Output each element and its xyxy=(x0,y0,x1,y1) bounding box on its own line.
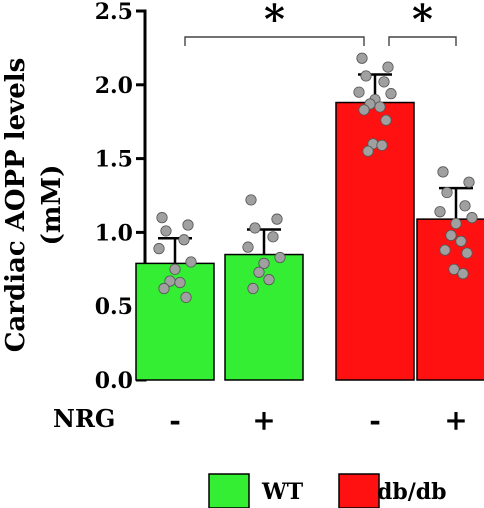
bar xyxy=(224,253,304,381)
y-tick-label: 1.0 xyxy=(95,220,133,246)
data-point xyxy=(180,291,192,303)
significance-bracket xyxy=(388,36,457,46)
data-point xyxy=(169,263,181,275)
data-point xyxy=(466,212,478,224)
y-tick-label: 2.0 xyxy=(95,73,133,99)
data-point xyxy=(441,186,453,199)
legend: WT db/db xyxy=(208,473,447,508)
data-point xyxy=(249,222,261,234)
data-point xyxy=(385,88,397,100)
data-point xyxy=(362,145,374,157)
legend-label: db/db xyxy=(377,479,447,505)
data-point xyxy=(360,70,372,82)
data-point xyxy=(457,268,469,280)
data-point xyxy=(358,104,370,116)
legend-label: WT xyxy=(261,479,304,505)
data-point xyxy=(434,206,446,218)
data-point xyxy=(437,166,449,178)
y-tick-label: 1.5 xyxy=(95,147,133,173)
y-axis-label: Cardiac AOPP levels (mM) xyxy=(1,58,67,353)
significance-star: * xyxy=(264,0,285,43)
data-point xyxy=(267,231,279,243)
data-point xyxy=(263,274,275,286)
treatment-sign: - xyxy=(369,404,381,437)
treatment-sign: + xyxy=(444,404,467,437)
data-point xyxy=(158,282,170,295)
data-point xyxy=(156,212,168,224)
data-point xyxy=(160,225,172,237)
treatment-row-label: NRG xyxy=(53,404,115,433)
y-axis-label-line2: (mM) xyxy=(37,165,67,246)
data-point xyxy=(382,61,394,73)
data-point xyxy=(245,194,257,206)
bar xyxy=(416,218,484,381)
data-point xyxy=(185,256,197,268)
y-tick-label: 0.0 xyxy=(95,368,133,394)
data-point xyxy=(463,176,475,188)
data-point xyxy=(353,86,365,98)
data-point xyxy=(182,219,194,231)
data-point xyxy=(258,257,270,269)
data-point xyxy=(247,282,259,295)
data-point xyxy=(253,266,265,278)
legend-swatch xyxy=(338,473,380,508)
data-point xyxy=(274,251,286,264)
data-point xyxy=(461,247,473,259)
significance-bracket xyxy=(184,36,365,46)
legend-swatch xyxy=(208,473,250,508)
data-point xyxy=(445,229,457,241)
data-point xyxy=(242,241,254,253)
significance-star: * xyxy=(412,0,433,43)
treatment-sign: - xyxy=(169,404,181,437)
data-point xyxy=(448,263,460,275)
data-point xyxy=(178,234,190,246)
data-point xyxy=(450,217,462,230)
data-point xyxy=(376,139,388,151)
y-tick-label: 0.5 xyxy=(95,294,133,320)
data-point xyxy=(271,213,283,225)
data-point xyxy=(174,276,186,289)
data-point xyxy=(378,76,390,88)
data-point xyxy=(356,52,368,64)
y-tick-label: 2.5 xyxy=(95,0,133,25)
significance-brackets: * * xyxy=(184,0,457,46)
data-point xyxy=(455,235,467,247)
treatment-sign: + xyxy=(252,404,275,437)
data-point xyxy=(153,243,165,255)
data-point xyxy=(439,244,451,256)
data-point xyxy=(459,200,471,212)
y-axis-label-line1: Cardiac AOPP levels xyxy=(1,58,31,353)
data-point xyxy=(380,114,392,126)
data-points xyxy=(153,52,478,303)
data-point xyxy=(374,101,386,113)
treatment-row: NRG - + - + xyxy=(53,404,468,437)
